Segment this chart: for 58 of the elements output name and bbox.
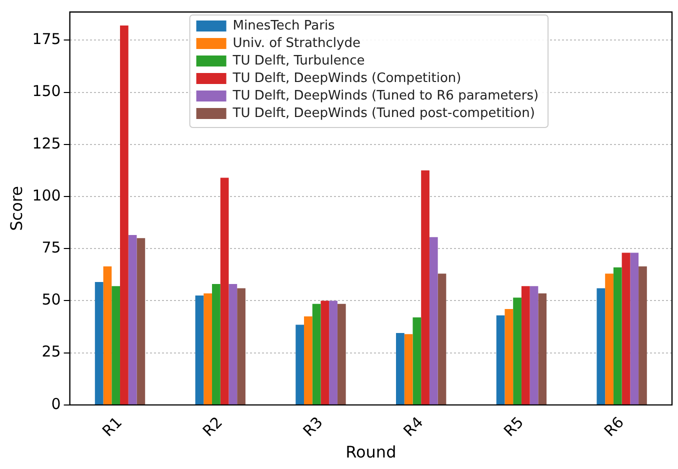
bar bbox=[438, 274, 446, 404]
bar bbox=[128, 235, 137, 404]
bar bbox=[412, 317, 422, 404]
x-tick-label: R4 bbox=[400, 413, 427, 440]
bar bbox=[103, 266, 112, 404]
y-tick-label: 125 bbox=[32, 134, 61, 152]
legend-label: MinesTech Paris bbox=[232, 18, 336, 34]
x-tick-label: R6 bbox=[600, 413, 628, 440]
y-tick-label: 25 bbox=[42, 342, 61, 361]
bar bbox=[136, 238, 146, 404]
y-tick-label: 100 bbox=[32, 186, 61, 204]
y-axis-title: Score bbox=[6, 186, 26, 231]
legend-label: Univ. of Strathclyde bbox=[232, 36, 360, 51]
bar bbox=[329, 300, 338, 404]
x-tick-label: R5 bbox=[500, 413, 528, 440]
bar bbox=[630, 252, 639, 404]
bar bbox=[513, 298, 522, 404]
bar bbox=[429, 237, 438, 404]
y-tick-label: 175 bbox=[32, 30, 61, 48]
bar bbox=[312, 304, 321, 404]
x-tick-label: R2 bbox=[199, 413, 226, 440]
bar bbox=[521, 286, 530, 404]
x-tick-label: R3 bbox=[299, 413, 326, 440]
bar bbox=[622, 252, 630, 404]
bar bbox=[404, 334, 413, 404]
bar bbox=[613, 267, 622, 404]
bar bbox=[605, 274, 614, 404]
y-tick-label: 75 bbox=[42, 238, 61, 256]
x-axis-title: Round bbox=[346, 442, 396, 462]
bar bbox=[538, 293, 547, 404]
legend-label: TU Delft, DeepWinds (Competition) bbox=[232, 70, 462, 86]
bar bbox=[421, 170, 430, 404]
y-tick-label: 50 bbox=[42, 290, 61, 309]
bar bbox=[320, 300, 330, 404]
bar bbox=[496, 315, 505, 404]
bar bbox=[94, 282, 104, 404]
bar bbox=[530, 286, 538, 404]
bar bbox=[112, 286, 120, 404]
bar bbox=[195, 296, 204, 404]
bar bbox=[504, 309, 514, 404]
legend-label: TU Delft, DeepWinds (Tuned post-competition) bbox=[232, 106, 535, 121]
bar bbox=[212, 284, 220, 404]
bar bbox=[220, 178, 229, 404]
y-tick-label: 0 bbox=[51, 394, 61, 413]
legend-label: TU Delft, DeepWinds (Tuned to R6 parameters) bbox=[232, 88, 539, 104]
legend-label: TU Delft, Turbulence bbox=[232, 53, 365, 68]
bar bbox=[237, 288, 246, 404]
bar bbox=[228, 284, 238, 404]
bar bbox=[204, 293, 212, 404]
bar bbox=[396, 333, 404, 404]
bar bbox=[120, 26, 128, 404]
y-tick-label: 150 bbox=[32, 82, 61, 100]
x-tick-label: R1 bbox=[98, 413, 126, 440]
bar bbox=[337, 304, 346, 404]
bar bbox=[296, 324, 304, 404]
bar bbox=[304, 316, 312, 404]
bar bbox=[596, 288, 606, 404]
bar bbox=[638, 266, 647, 404]
